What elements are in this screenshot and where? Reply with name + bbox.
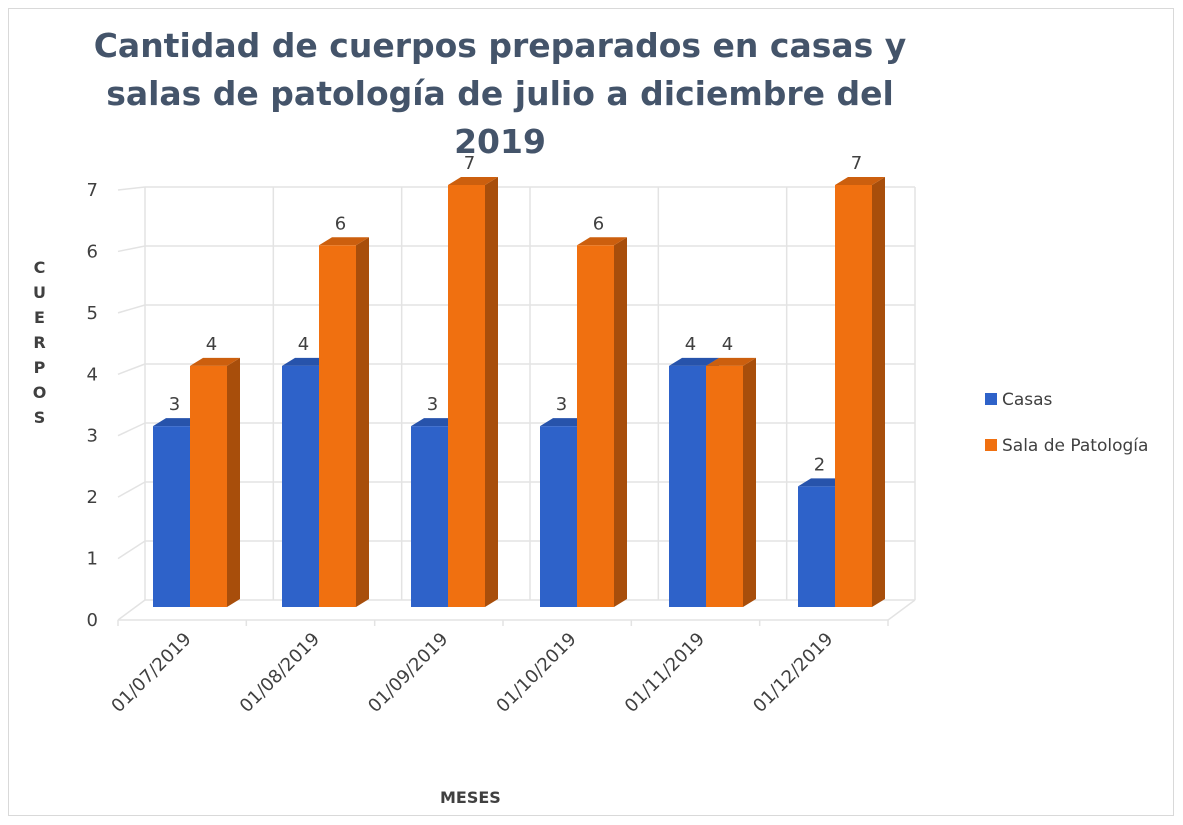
data-label: 4 bbox=[298, 334, 309, 355]
legend-label: Sala de Patología bbox=[1002, 436, 1148, 456]
bar bbox=[411, 426, 448, 607]
x-tick-label: 01/07/2019 bbox=[107, 629, 195, 717]
x-tick-label: 01/11/2019 bbox=[621, 629, 709, 717]
x-tick-label: 01/12/2019 bbox=[749, 629, 837, 717]
x-axis-label: MESES bbox=[440, 788, 501, 807]
data-label: 3 bbox=[556, 394, 567, 415]
grid-depth-line bbox=[117, 186, 146, 191]
data-label: 4 bbox=[722, 334, 733, 355]
y-tick-label: 5 bbox=[87, 303, 98, 324]
y-tick-label: 7 bbox=[87, 180, 98, 201]
bar-side bbox=[743, 357, 756, 607]
data-label: 6 bbox=[335, 213, 346, 234]
bar bbox=[798, 486, 835, 607]
y-tick-label: 2 bbox=[87, 487, 98, 508]
y-tick-label: 4 bbox=[87, 364, 98, 385]
data-label: 6 bbox=[593, 213, 604, 234]
grid-depth-line bbox=[117, 540, 146, 560]
bar bbox=[190, 365, 227, 607]
y-tick-label: 6 bbox=[87, 241, 98, 262]
x-tick-label: 01/08/2019 bbox=[236, 629, 324, 717]
chart-title: Cantidad de cuerpos preparados en casas … bbox=[93, 26, 907, 161]
bar-side bbox=[485, 177, 498, 607]
bar bbox=[319, 245, 356, 608]
bar-top bbox=[835, 177, 885, 185]
bar-top bbox=[319, 237, 369, 246]
chart-frame bbox=[8, 8, 1174, 816]
data-label: 3 bbox=[427, 394, 438, 415]
bar bbox=[153, 426, 190, 607]
x-tick-label: 01/09/2019 bbox=[364, 629, 452, 717]
bar bbox=[706, 365, 743, 607]
grid-depth-line bbox=[117, 304, 146, 314]
data-label: 4 bbox=[685, 334, 696, 355]
bar-top bbox=[190, 357, 240, 366]
bar-top bbox=[448, 177, 498, 185]
bar-top bbox=[706, 357, 756, 366]
legend-swatch bbox=[985, 393, 997, 405]
legend-swatch bbox=[985, 439, 997, 451]
y-tick-label: 3 bbox=[87, 426, 98, 447]
legend-label: Casas bbox=[1002, 390, 1053, 410]
floor-right-edge bbox=[887, 599, 916, 621]
bar bbox=[282, 365, 319, 607]
y-tick-label: 0 bbox=[87, 610, 98, 631]
bar bbox=[577, 245, 614, 608]
grid-depth-line bbox=[117, 245, 146, 253]
data-label: 3 bbox=[169, 394, 180, 415]
bar-side bbox=[872, 177, 885, 607]
data-label: 4 bbox=[206, 334, 217, 355]
data-label: 2 bbox=[814, 454, 825, 475]
bar bbox=[669, 365, 706, 607]
bar-top bbox=[669, 357, 719, 366]
bar-top bbox=[577, 237, 627, 246]
bar-side bbox=[614, 237, 627, 608]
bar bbox=[835, 185, 872, 607]
bar-side bbox=[356, 237, 369, 608]
data-label: 7 bbox=[464, 153, 475, 174]
bar bbox=[448, 185, 485, 607]
bar bbox=[540, 426, 577, 607]
grid-depth-line bbox=[117, 481, 146, 498]
y-axis-label: CUERPOS bbox=[30, 258, 49, 433]
grid-depth-line bbox=[117, 363, 146, 375]
y-tick-label: 1 bbox=[87, 549, 98, 570]
grid-depth-line bbox=[117, 422, 146, 437]
data-label: 7 bbox=[851, 153, 862, 174]
grid-depth-line bbox=[117, 599, 146, 621]
bar-side bbox=[227, 357, 240, 607]
x-tick-label: 01/10/2019 bbox=[492, 629, 580, 717]
